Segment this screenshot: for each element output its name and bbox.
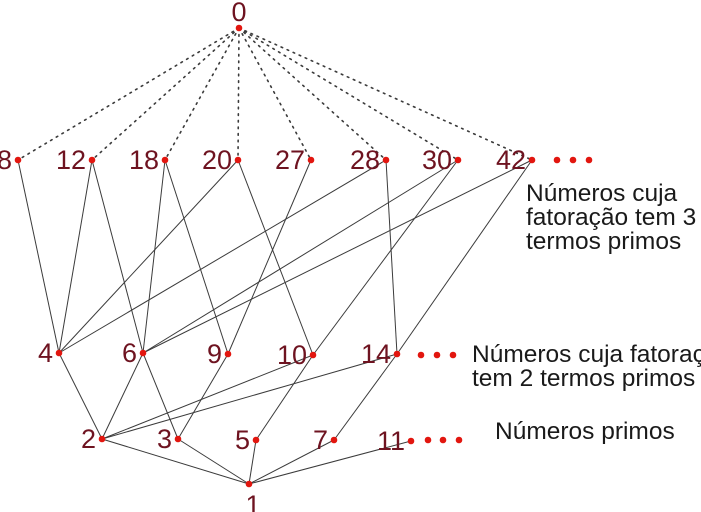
svg-text:9: 9 <box>207 339 222 369</box>
svg-text:6: 6 <box>122 338 137 368</box>
svg-text:11: 11 <box>377 426 405 456</box>
svg-text:18: 18 <box>129 145 159 175</box>
svg-text:10: 10 <box>277 340 307 370</box>
svg-text:2: 2 <box>81 424 96 454</box>
svg-text:0: 0 <box>231 0 246 27</box>
svg-text:30: 30 <box>422 145 452 175</box>
svg-text:28: 28 <box>350 145 380 175</box>
svg-text:1: 1 <box>245 490 260 512</box>
svg-text:12: 12 <box>56 145 86 175</box>
svg-text:4: 4 <box>38 338 53 368</box>
svg-text:42: 42 <box>496 145 526 175</box>
svg-text:8: 8 <box>0 145 12 175</box>
svg-text:27: 27 <box>275 145 305 175</box>
svg-text:7: 7 <box>313 425 328 455</box>
svg-text:14: 14 <box>361 339 391 369</box>
svg-text:3: 3 <box>157 424 172 454</box>
svg-text:20: 20 <box>202 145 232 175</box>
svg-text:5: 5 <box>235 425 250 455</box>
